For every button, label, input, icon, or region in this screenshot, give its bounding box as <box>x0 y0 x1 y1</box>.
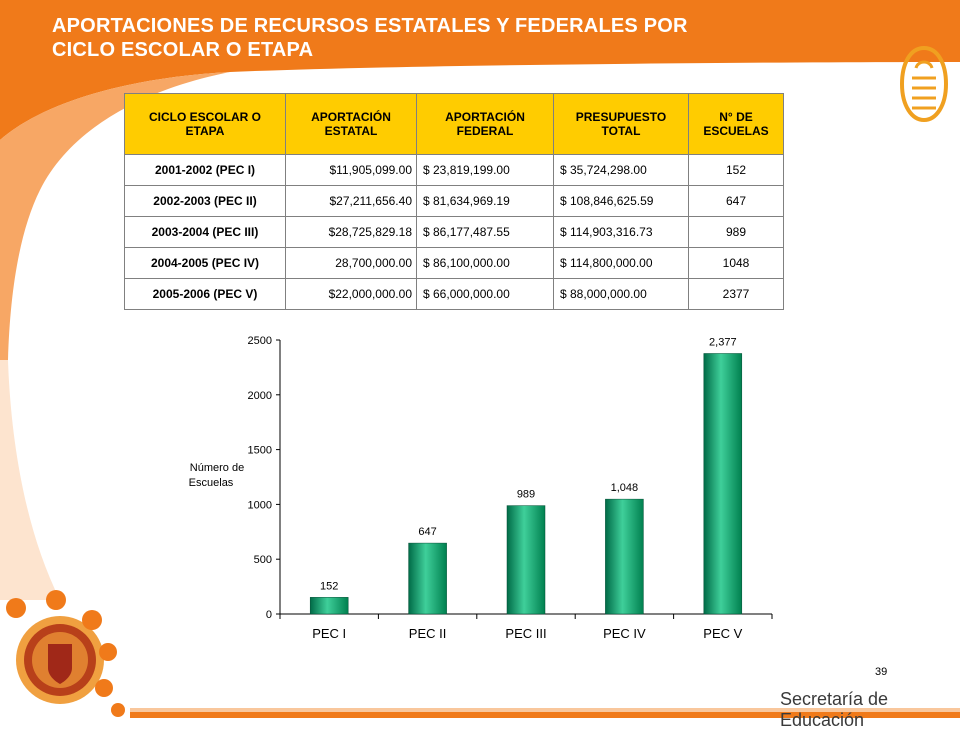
data-label: 152 <box>320 580 338 592</box>
data-label: 1,048 <box>611 482 639 494</box>
y-tick-label: 0 <box>266 609 272 621</box>
chart-bars <box>309 353 743 615</box>
table-cell: $27,211,656.40 <box>285 185 417 217</box>
table-cell: 2001-2002 (PEC I) <box>124 154 286 186</box>
table-cell: 2002-2003 (PEC II) <box>124 185 286 217</box>
y-tick-label: 2000 <box>248 390 272 402</box>
orange-header-band <box>0 0 960 140</box>
table-cell: 647 <box>688 185 784 217</box>
footer-line <box>130 712 960 718</box>
table-row: 2005-2006 (PEC V) $22,000,000.00 $ 66,00… <box>124 278 784 310</box>
bar <box>703 353 743 615</box>
column-header: APORTACIÓN FEDERAL <box>416 93 554 155</box>
contributions-table: CICLO ESCOLAR O ETAPA APORTACIÓN ESTATAL… <box>124 93 784 310</box>
table-cell: 2005-2006 (PEC V) <box>124 278 286 310</box>
decorative-orange-dots <box>6 590 125 717</box>
table-cell: $ 88,000,000.00 <box>553 278 689 310</box>
table-row: 2004-2005 (PEC IV) 28,700,000.00 $ 86,10… <box>124 247 784 279</box>
table-row: 2001-2002 (PEC I) $11,905,099.00 $ 23,81… <box>124 154 784 186</box>
column-header: PRESUPUESTO TOTAL <box>553 93 689 155</box>
slide-title: APORTACIONES DE RECURSOS ESTATALES Y FED… <box>52 14 752 62</box>
column-header: N° DE ESCUELAS <box>688 93 784 155</box>
y-axis-label-line-2: Escuelas <box>189 477 234 489</box>
orange-left-swoosh <box>0 72 230 360</box>
title-line-2: CICLO ESCOLAR O ETAPA <box>52 39 314 61</box>
table-cell: 989 <box>688 216 784 248</box>
table-cell: $22,000,000.00 <box>285 278 417 310</box>
table-cell: $ 35,724,298.00 <box>553 154 689 186</box>
bar <box>506 505 546 615</box>
table-header-row: CICLO ESCOLAR O ETAPA APORTACIÓN ESTATAL… <box>124 93 784 155</box>
table-cell: $ 66,000,000.00 <box>416 278 554 310</box>
table-cell: 2003-2004 (PEC III) <box>124 216 286 248</box>
table-row: 2003-2004 (PEC III) $28,725,829.18 $ 86,… <box>124 216 784 248</box>
chart-labels: 152 PEC I 647 PEC II 989 PEC III 1,048 PEC IV 2,… <box>312 336 742 641</box>
table-cell: $ 81,634,969.19 <box>416 185 554 217</box>
state-coat-of-arms-seal-icon <box>16 616 104 704</box>
table-cell: $ 108,846,625.59 <box>553 185 689 217</box>
title-line-1: APORTACIONES DE RECURSOS ESTATALES Y FED… <box>52 15 688 37</box>
bar <box>408 542 447 615</box>
data-label: 989 <box>517 489 535 501</box>
bar <box>605 498 644 615</box>
page-number: 39 <box>875 666 888 678</box>
y-tick-label: 1000 <box>248 499 272 511</box>
table-cell: 1048 <box>688 247 784 279</box>
x-category-label: PEC IV <box>603 626 646 641</box>
table-cell: $11,905,099.00 <box>285 154 417 186</box>
x-category-label: PEC I <box>312 626 346 641</box>
table-row: 2002-2003 (PEC II) $27,211,656.40 $ 81,6… <box>124 185 784 217</box>
y-tick-label: 1500 <box>248 445 272 457</box>
stylized-spiral-logo-icon <box>899 45 949 123</box>
table-cell: $ 86,177,487.55 <box>416 216 554 248</box>
table-cell: 152 <box>688 154 784 186</box>
chart-axes: 0 500 1000 1500 2000 2500 <box>248 335 773 621</box>
footer-organization: Secretaría de Educación <box>780 689 889 730</box>
table-cell: 2004-2005 (PEC IV) <box>124 247 286 279</box>
left-gradient-fade <box>0 360 60 600</box>
x-category-label: PEC V <box>703 626 742 641</box>
y-axis-label-line-1: Número de <box>190 462 244 474</box>
column-header: CICLO ESCOLAR O ETAPA <box>124 93 286 155</box>
x-category-label: PEC II <box>409 626 447 641</box>
data-label: 2,377 <box>709 336 737 348</box>
x-category-label: PEC III <box>505 626 546 641</box>
footer-line-light <box>130 708 960 712</box>
table-cell: 28,700,000.00 <box>285 247 417 279</box>
data-label: 647 <box>418 526 436 538</box>
y-tick-label: 500 <box>254 554 272 566</box>
table-cell: $ 86,100,000.00 <box>416 247 554 279</box>
table-cell: $ 23,819,199.00 <box>416 154 554 186</box>
y-tick-label: 2500 <box>248 335 272 347</box>
table-cell: $ 114,800,000.00 <box>553 247 689 279</box>
table-cell: $28,725,829.18 <box>285 216 417 248</box>
bar <box>309 597 349 615</box>
table-cell: 2377 <box>688 278 784 310</box>
